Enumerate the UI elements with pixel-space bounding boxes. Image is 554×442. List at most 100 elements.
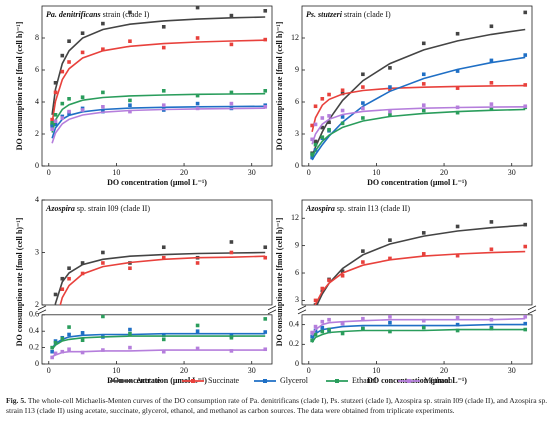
break-mark [267,309,277,315]
data-point [421,103,426,107]
data-point [50,124,54,128]
title-rest: strain (clade I) [344,10,391,19]
data-point [320,135,325,139]
caption: Fig. 5. The whole-cell Michaelis-Menten … [6,396,548,416]
legend-label: Ethanol [352,376,378,385]
x-tick-label: 30 [508,168,516,177]
series [310,325,528,343]
series [50,101,268,144]
data-point [313,324,318,329]
fit-curve [51,16,266,115]
data-point [229,101,234,106]
data-point [229,240,234,244]
series [310,81,528,132]
data-point [489,220,494,224]
fit-curve [311,28,526,157]
y-tick-label: 0.4 [29,326,39,335]
fit-curve [311,84,526,132]
series [310,53,528,161]
y-tick-label: 0 [35,359,39,368]
data-point [67,347,71,352]
data-point [320,97,325,101]
data-point [327,317,331,322]
data-point [53,292,58,297]
data-point [523,222,528,227]
data-point [54,308,58,312]
y-axis-label: DO consumption rate [fmol (cell h)⁻¹] [275,217,284,346]
data-point [313,139,318,144]
data-point [421,82,426,86]
y-tick-label: 0.4 [289,319,299,328]
data-point [455,322,460,327]
data-point [101,90,105,95]
data-point [53,122,58,127]
data-point [388,85,392,89]
x-axis-label: DO concentration (μmol L⁻¹) [107,376,207,385]
data-point [327,92,331,97]
y-axis-label: DO consumption rate [fmol (cell h)⁻¹] [15,21,24,150]
data-point [455,315,460,320]
data-point [263,330,268,334]
data-point [340,121,345,126]
x-tick-label: 20 [180,366,188,375]
y-tick-label: 0 [295,161,299,170]
y-tick-label: 3 [295,129,299,138]
organism: Azospira [45,204,75,213]
data-point [421,108,426,113]
data-point [195,101,200,106]
data-point [320,325,325,330]
y-tick-label: 2 [35,300,39,309]
data-point [67,60,71,64]
data-point [340,269,345,273]
data-point [128,345,132,350]
break-mark [37,305,47,311]
data-point [128,266,132,271]
data-point [361,326,365,331]
data-point [80,50,85,55]
data-point [229,349,234,353]
break-mark [297,305,307,311]
break-mark [267,305,277,311]
data-point [455,86,460,90]
y-tick-label: 3 [35,247,39,256]
data-point [523,104,528,109]
plot-frame [301,5,533,167]
data-point [263,245,268,250]
data-point [489,326,494,331]
x-tick-label: 0 [307,168,311,177]
data-point [421,325,426,330]
legend-label: Succinate [208,376,240,385]
y-tick-label: 0.2 [289,339,299,348]
data-point [310,137,314,142]
y-tick-label: 6 [295,97,299,106]
data-point [263,9,268,13]
data-point [229,42,234,47]
y-tick-label: 6 [295,268,299,277]
series [53,240,268,305]
legend-marker [119,379,123,383]
data-point [388,314,392,319]
plot-frame [301,199,533,306]
data-point [67,39,71,43]
series [50,314,268,350]
data-point [60,287,65,292]
data-point [361,260,365,264]
fit-curve [51,105,266,139]
series [54,250,268,312]
data-point [80,108,85,112]
y-tick-label: 4 [35,195,39,204]
data-point [310,310,314,314]
data-point [421,231,426,235]
y-tick-label: 12 [291,33,299,42]
data-point [320,329,325,334]
fit-curve [311,328,526,343]
data-point [50,349,54,354]
data-point [53,113,58,117]
x-axis-label: DO concentration (μmol L⁻¹) [367,178,467,187]
data-point [320,116,325,120]
data-point [340,331,345,336]
y-axis-label: DO consumption rate [fmol (cell h)⁻¹] [15,217,24,346]
break-mark [527,305,537,311]
y-tick-label: 4 [35,97,39,106]
